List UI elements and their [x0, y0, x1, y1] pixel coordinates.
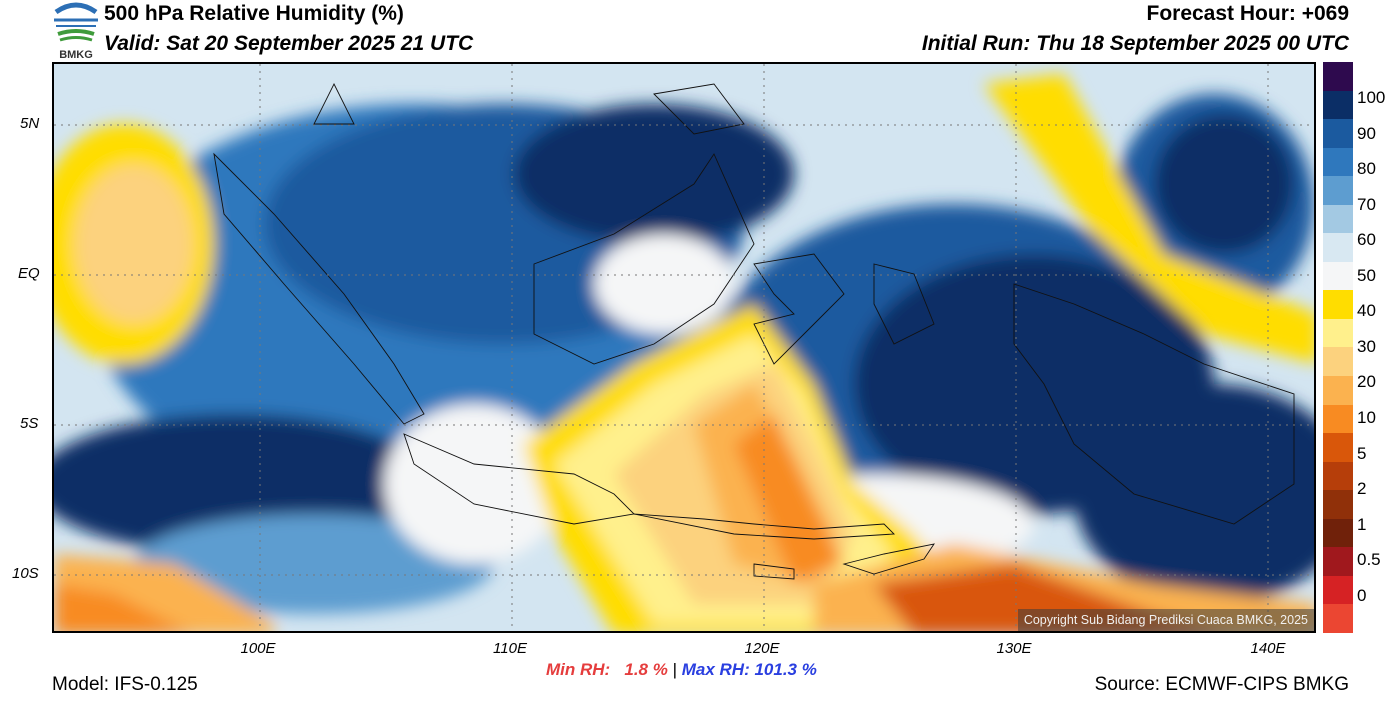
valid-time: Valid: Sat 20 September 2025 21 UTC — [104, 32, 474, 55]
lat-label-5s: 5S — [20, 415, 39, 432]
lon-label-130e: 130E — [996, 640, 1032, 657]
graticule — [54, 64, 1314, 631]
legend-label: 50 — [1357, 266, 1376, 285]
legend-swatch — [1323, 347, 1353, 377]
initial-run: Initial Run: Thu 18 September 2025 00 UT… — [921, 32, 1349, 55]
legend-swatch — [1323, 433, 1353, 462]
legend-swatch — [1323, 604, 1353, 633]
coastlines — [213, 82, 1295, 580]
data-source: Source: ECMWF-CIPS BMKG — [1094, 674, 1349, 695]
rh-stats: Min RH: 1.8 % | Max RH: 101.3 % — [546, 660, 817, 680]
legend-swatch — [1323, 176, 1353, 205]
legend-label: 40 — [1357, 301, 1376, 320]
legend-label: 70 — [1357, 195, 1376, 214]
max-rh: Max RH: 101.3 % — [681, 660, 817, 679]
lon-label-110e: 110E — [493, 640, 527, 657]
humidity-field — [54, 64, 1314, 631]
legend-label: 20 — [1357, 372, 1376, 391]
legend-label: 90 — [1357, 124, 1376, 143]
legend-label: 0 — [1357, 586, 1367, 605]
legend-swatch — [1323, 62, 1353, 91]
svg-text:BMKG: BMKG — [59, 49, 93, 60]
humidity-map: Copyright Sub Bidang Prediksi Cuaca BMKG… — [52, 62, 1316, 633]
legend-swatch — [1323, 233, 1353, 262]
legend-label: 30 — [1357, 337, 1376, 356]
legend-swatch — [1323, 547, 1353, 576]
legend-label: 0.5 — [1357, 550, 1381, 569]
bmkg-logo: BMKG — [50, 2, 102, 61]
lon-label-120e: 120E — [744, 640, 780, 657]
legend-label: 100 — [1357, 88, 1386, 107]
legend-swatch — [1323, 518, 1353, 548]
stats-separator: | — [667, 660, 682, 679]
legend-swatch — [1323, 204, 1353, 234]
lon-label-140e: 140E — [1250, 640, 1286, 657]
copyright-note: Copyright Sub Bidang Prediksi Cuaca BMKG… — [1017, 609, 1314, 631]
legend-label: 60 — [1357, 230, 1376, 249]
legend-swatch — [1323, 90, 1353, 120]
color-legend — [1323, 62, 1353, 633]
min-rh: Min RH: 1.8 % — [546, 660, 668, 679]
legend-label: 10 — [1357, 408, 1376, 427]
legend-swatch — [1323, 290, 1353, 319]
legend-swatch — [1323, 575, 1353, 605]
legend-label: 80 — [1357, 159, 1376, 178]
legend-swatch — [1323, 318, 1353, 348]
legend-swatch — [1323, 490, 1353, 519]
model-name: Model: IFS-0.125 — [52, 674, 198, 695]
lat-label-10s: 10S — [12, 565, 39, 582]
chart-title: 500 hPa Relative Humidity (%) — [104, 2, 404, 25]
legend-swatch — [1323, 147, 1353, 177]
legend-label: 2 — [1357, 479, 1367, 498]
lon-label-100e: 100E — [240, 640, 276, 657]
lat-label-eq: EQ — [18, 265, 40, 282]
legend-label: 1 — [1357, 515, 1367, 534]
forecast-hour: Forecast Hour: +069 — [1146, 2, 1350, 25]
legend-swatch — [1323, 404, 1353, 434]
legend-swatch — [1323, 119, 1353, 148]
legend-swatch — [1323, 376, 1353, 405]
lat-label-5n: 5N — [20, 115, 40, 132]
legend-swatch — [1323, 261, 1353, 291]
legend-label: 5 — [1357, 444, 1367, 463]
legend-swatch — [1323, 461, 1353, 491]
